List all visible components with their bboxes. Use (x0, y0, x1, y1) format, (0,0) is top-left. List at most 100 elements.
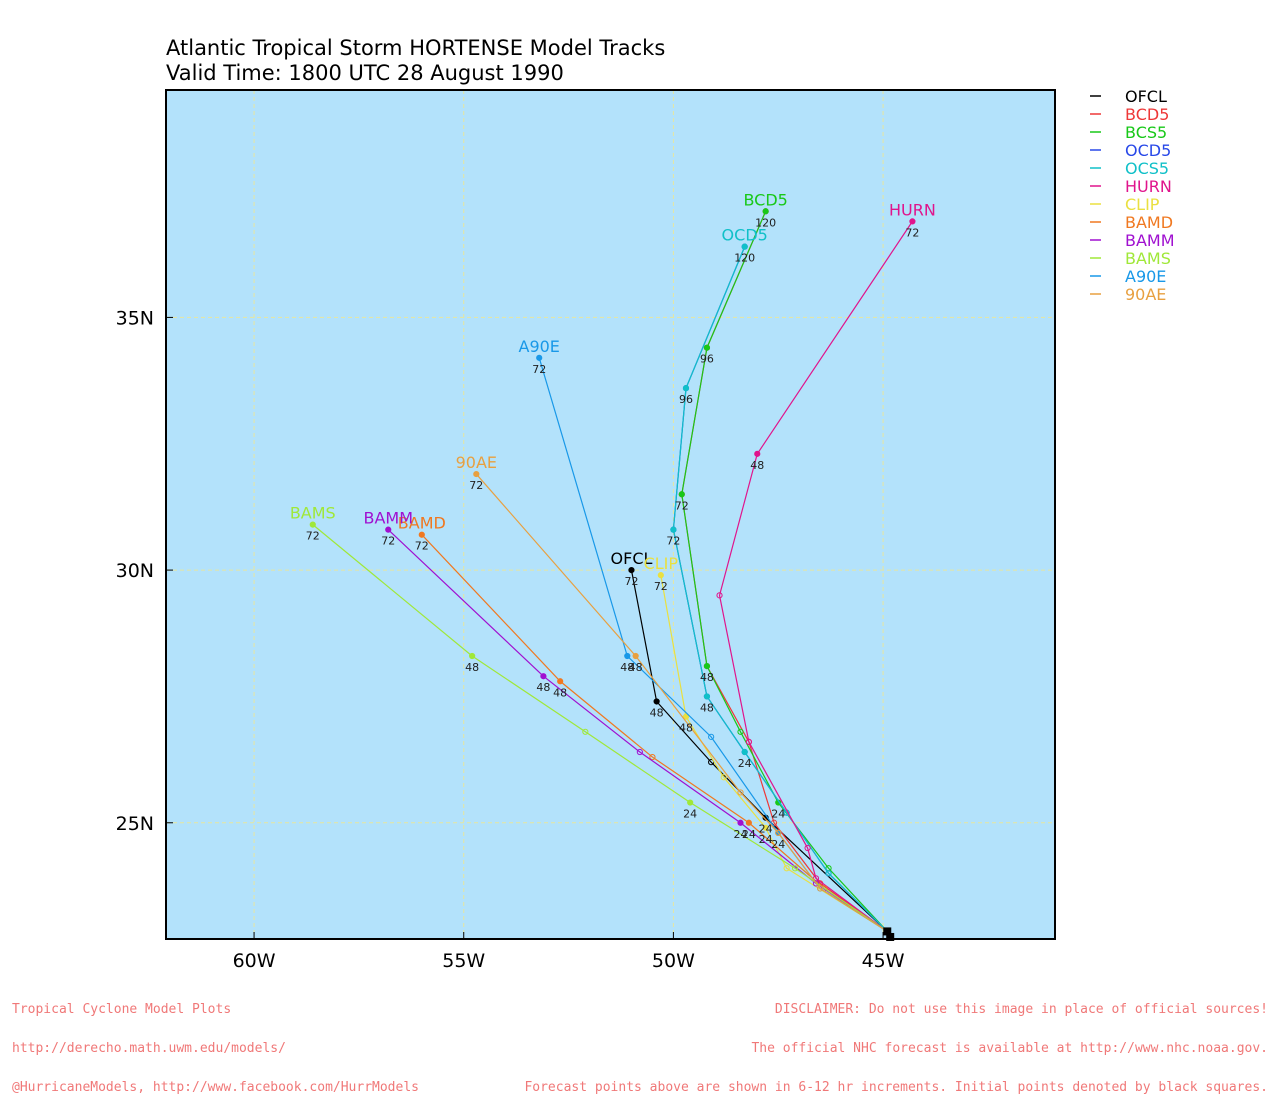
forecast-hour-label: 24 (738, 757, 752, 770)
track-point-bams (309, 521, 316, 528)
forecast-hour-label: 72 (675, 499, 689, 512)
track-point-bamm (385, 526, 392, 533)
forecast-hour-label: 24 (733, 828, 747, 841)
track-end-label: OFCL (611, 549, 653, 568)
track-point-bamm (540, 673, 547, 680)
forecast-hour-label: 72 (415, 540, 429, 553)
model-track-chart: 244872OFCL24487296120BCD524487296120OCD5… (116, 87, 1175, 972)
track-point-bams (469, 652, 476, 660)
legend-label: BAMS (1125, 249, 1171, 268)
forecast-hour-label: 24 (759, 823, 773, 836)
forecast-hour-label: 48 (465, 661, 479, 674)
forecast-hour-label: 24 (683, 808, 697, 821)
track-point-hurn (909, 218, 916, 225)
y-tick-label: 30N (116, 560, 154, 582)
track-end-label: 90AE (456, 453, 497, 472)
forecast-hour-label: 72 (624, 575, 638, 588)
legend-label: HURN (1125, 177, 1172, 196)
track-point-ocs5 (670, 526, 677, 533)
track-end-label: BAMD (398, 514, 446, 533)
forecast-hour-label: 72 (666, 535, 680, 548)
legend-label: BAMM (1125, 231, 1175, 250)
forecast-hour-label: 120 (755, 216, 776, 229)
track-point-a90e (624, 652, 631, 660)
forecast-hour-label: 48 (536, 681, 550, 694)
track-90ae (475, 473, 888, 932)
track-point-bcs5 (703, 663, 711, 670)
track-end-label: BAMM (363, 509, 413, 528)
x-tick-label: 60W (233, 950, 276, 972)
y-tick-label: 25N (116, 813, 154, 835)
track-point-90ae (632, 652, 639, 660)
track-point-clip (783, 865, 790, 872)
legend-label: BAMD (1125, 213, 1173, 232)
forecast-hour-label: 48 (553, 686, 567, 699)
track-point-a90e (708, 733, 715, 740)
y-tick-label: 35N (116, 307, 154, 329)
legend-label: OCS5 (1125, 159, 1169, 178)
forecast-hour-label: 72 (306, 530, 320, 543)
legend-label: OFCL (1125, 87, 1167, 106)
track-point-clip (720, 774, 727, 781)
track-point-bamm (812, 880, 820, 887)
forecast-hour-label: 48 (629, 661, 643, 674)
initial-point-marker (883, 927, 892, 936)
footer-line: The official NHC forecast is available a… (751, 1041, 1268, 1056)
x-tick-label: 45W (862, 950, 905, 972)
track-point-bams (791, 865, 799, 872)
x-tick-label: 55W (442, 950, 485, 972)
track-point-clip (682, 713, 690, 720)
x-tick-label: 50W (652, 950, 695, 972)
forecast-hour-label: 48 (620, 661, 634, 674)
footer-line[interactable]: @HurricaneModels, http://www.facebook.co… (12, 1080, 419, 1095)
chart-title-line1: Atlantic Tropical Storm HORTENSE Model T… (166, 36, 666, 60)
track-point-bamd (557, 678, 564, 685)
track-point-bcs5 (737, 728, 744, 735)
track-point-hurn (745, 738, 752, 746)
track-point-ofcl (628, 566, 635, 574)
track-point-bamd (418, 531, 425, 538)
forecast-hour-label: 48 (750, 459, 764, 472)
track-clip (660, 575, 888, 932)
forecast-hour-label: 72 (532, 363, 546, 376)
footer-line: Tropical Cyclone Model Plots (12, 1002, 232, 1017)
track-point-bcs5 (762, 208, 769, 215)
legend-label: 90AE (1125, 285, 1166, 304)
track-point-90ae (817, 885, 824, 892)
plot-area (166, 90, 1055, 939)
footer-disclaimer: DISCLAIMER: Do not use this image in pla… (524, 977, 1268, 1107)
track-end-label: A90E (519, 337, 560, 356)
track-point-90ae (737, 789, 744, 796)
forecast-hour-label: 96 (679, 393, 693, 406)
track-point-ocs5 (703, 693, 711, 700)
legend-label: CLIP (1125, 195, 1160, 214)
footer-line[interactable]: http://derecho.math.uwm.edu/models/ (12, 1041, 286, 1056)
forecast-hour-label: 96 (700, 353, 714, 366)
track-point-bamm (737, 819, 744, 826)
track-point-bcs5 (678, 491, 685, 498)
track-end-label: BAMS (290, 504, 336, 523)
track-point-bcs5 (703, 344, 711, 351)
footer-line: DISCLAIMER: Do not use this image in pla… (774, 1002, 1268, 1017)
legend-label: A90E (1125, 267, 1166, 286)
track-point-a90e (536, 354, 543, 361)
track-end-label: HURN (889, 200, 936, 219)
track-point-bamd (649, 753, 656, 761)
track-point-hurn (716, 592, 723, 599)
track-point-clip (657, 572, 664, 579)
forecast-hour-label: 72 (905, 226, 919, 239)
axis-labels: 60W 55W 50W 45W 25N 30N 35N (116, 307, 905, 972)
track-point-ocs5 (682, 385, 690, 392)
track-point-ocs5 (825, 870, 832, 877)
track-bcs5 (681, 211, 888, 932)
track-labels: 244872OFCL24487296120BCD524487296120OCD5… (290, 190, 936, 851)
track-point-ocs5 (741, 748, 748, 756)
track-lines (309, 208, 916, 941)
initial-point-marker (886, 932, 895, 941)
forecast-hour-label: 24 (771, 838, 785, 851)
track-point-hurn (754, 450, 761, 457)
track-point-bamm (636, 748, 643, 756)
track-point-90ae (775, 829, 782, 836)
plot-frame (165, 89, 1056, 940)
forecast-hour-label: 120 (734, 252, 755, 265)
